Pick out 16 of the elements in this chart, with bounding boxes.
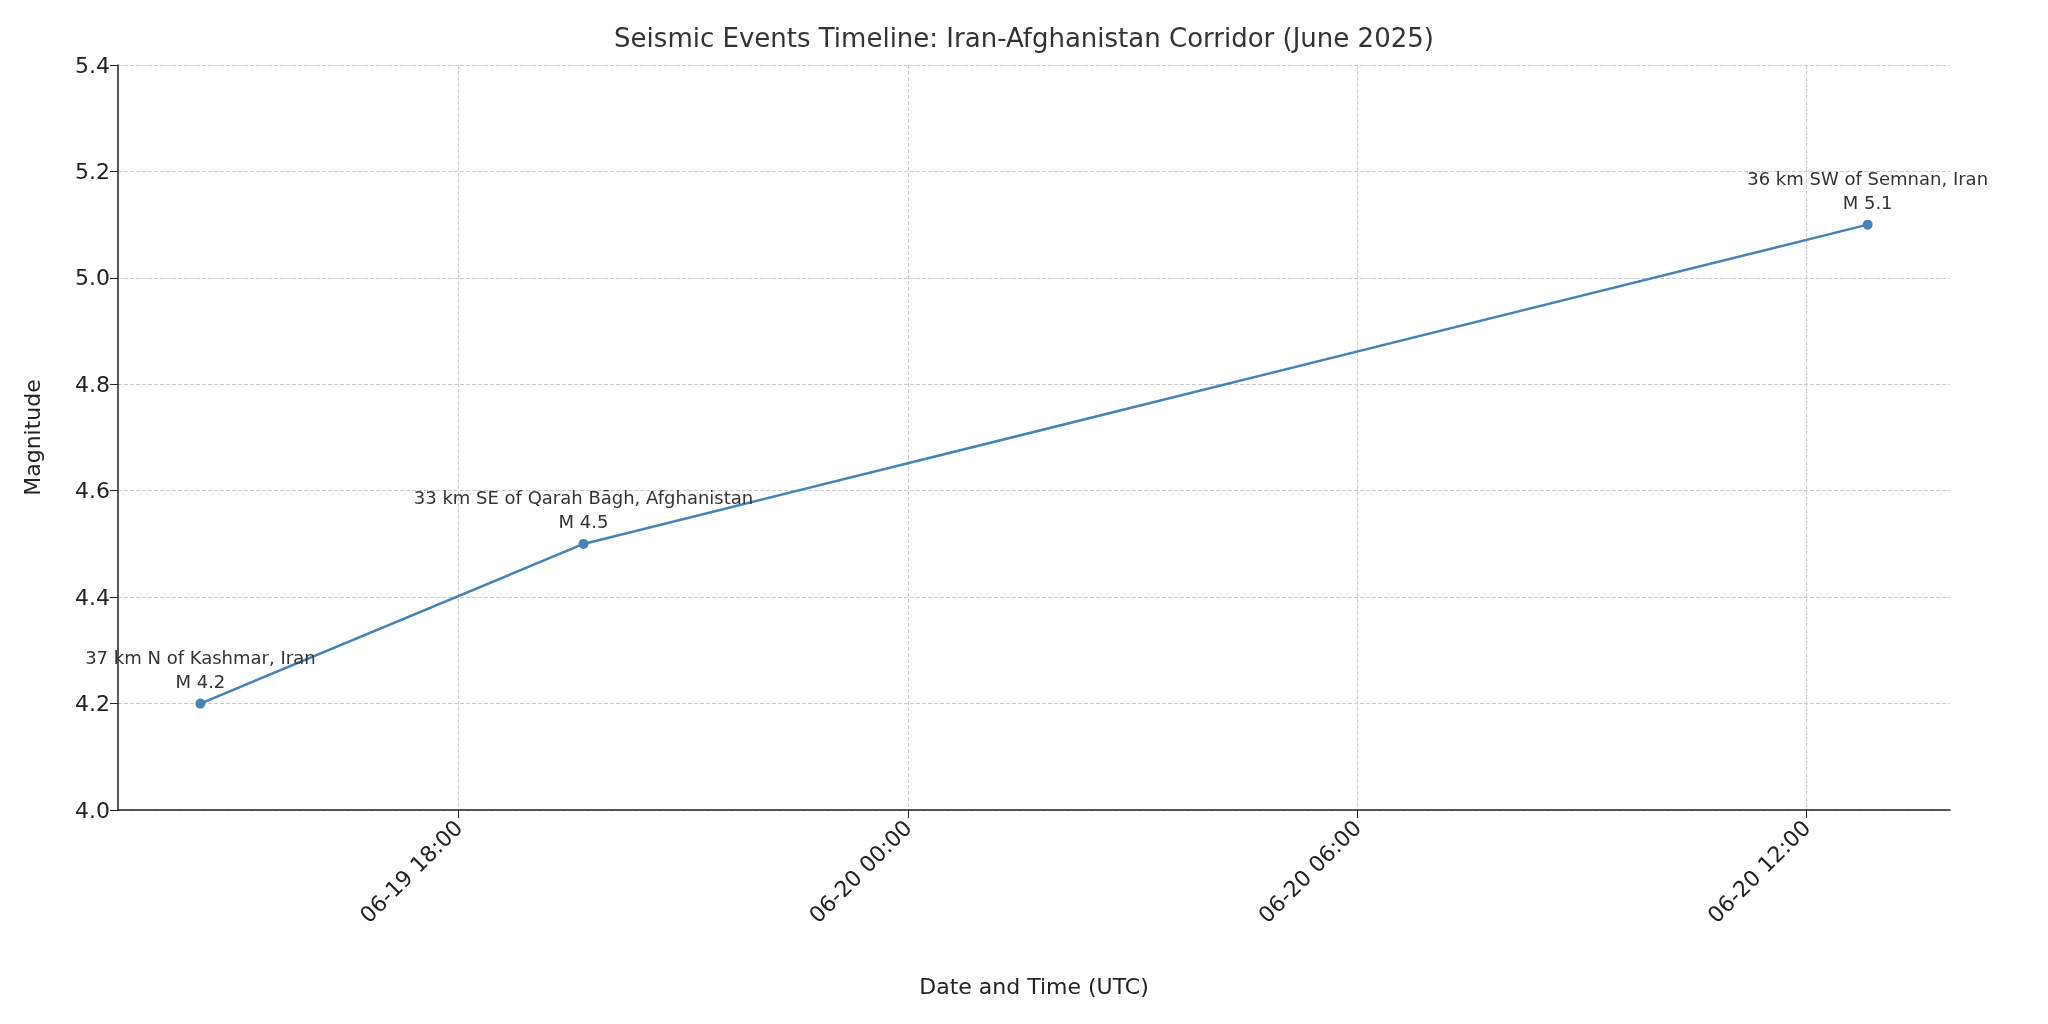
y-tick-label: 5.2 xyxy=(75,158,110,184)
y-tick-label: 4.4 xyxy=(75,584,110,610)
y-axis-title: Magnitude xyxy=(19,379,45,496)
y-tick-label: 5.4 xyxy=(75,52,110,78)
x-axis-title: Date and Time (UTC) xyxy=(919,973,1149,999)
y-tick-label: 4.2 xyxy=(75,691,110,717)
annotation: 36 km SW of Semnan, Iran M 5.1 xyxy=(1747,168,1989,214)
point xyxy=(1862,219,1873,230)
y-tick-label: 4.6 xyxy=(75,478,110,504)
annotation: 33 km SE of Qarah Bāgh, Afghanistan M 4.5 xyxy=(413,487,754,533)
y-tick-label: 4.8 xyxy=(75,371,110,397)
y-tick-label: 4.0 xyxy=(75,797,110,823)
point xyxy=(195,698,206,709)
chart-title: Seismic Events Timeline: Iran-Afghanistan Corridor (June 2025) xyxy=(614,23,1434,53)
y-tick-label: 5.0 xyxy=(75,265,110,291)
point xyxy=(578,538,589,549)
